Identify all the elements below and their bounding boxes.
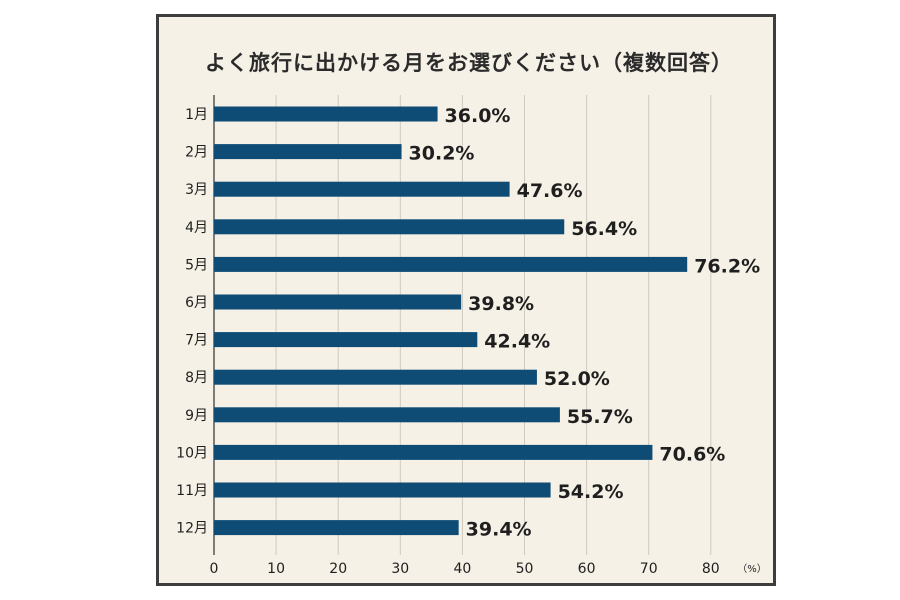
value-label: 76.2% [694, 255, 760, 277]
bar [214, 181, 510, 197]
bar [214, 106, 438, 122]
category-label: 11月 [176, 483, 208, 499]
value-label: 30.2% [409, 143, 475, 165]
value-label: 55.7% [567, 406, 633, 428]
x-tick-label: 0 [210, 561, 219, 577]
category-label: 12月 [176, 521, 208, 537]
bar [214, 444, 653, 460]
bar [214, 144, 402, 160]
chart-title: よく旅行に出かける月をお選びください（複数回答） [205, 51, 733, 75]
value-label: 36.0% [445, 105, 511, 127]
category-label: 10月 [176, 445, 208, 461]
x-tick-label: 80 [702, 561, 720, 577]
bar [214, 482, 551, 498]
x-unit-label: （%） [737, 563, 767, 575]
x-tick-label: 50 [516, 561, 534, 577]
value-label: 70.6% [659, 443, 725, 465]
category-label: 8月 [185, 370, 208, 386]
value-label: 56.4% [571, 218, 637, 240]
value-label: 52.0% [544, 368, 610, 390]
value-label: 47.6% [517, 180, 583, 202]
category-label: 4月 [185, 220, 208, 236]
value-label: 39.8% [468, 293, 534, 315]
x-tick-label: 30 [391, 561, 409, 577]
category-label: 3月 [185, 182, 208, 198]
bar [214, 520, 459, 536]
chart-panel: よく旅行に出かける月をお選びください（複数回答） 1月 36.0% 2月 30.2% 3… [156, 14, 776, 586]
bar [214, 407, 560, 423]
x-tick-label: 10 [267, 561, 285, 577]
x-tick-label: 20 [329, 561, 347, 577]
bar [214, 294, 462, 310]
category-label: 1月 [185, 107, 208, 123]
bar [214, 219, 565, 235]
x-tick-label: 40 [453, 561, 471, 577]
bar-chart: 1月 36.0% 2月 30.2% 3月 47.6% 4月 56.4% 5月 76.2% 6月 39.… [176, 95, 767, 577]
x-tick-label: 60 [578, 561, 596, 577]
value-label: 54.2% [558, 481, 624, 503]
value-label: 42.4% [484, 331, 550, 353]
category-label: 7月 [185, 333, 208, 349]
category-label: 5月 [185, 257, 208, 273]
bar [214, 256, 688, 272]
x-tick-label: 70 [640, 561, 658, 577]
value-label: 39.4% [466, 519, 532, 541]
bar [214, 369, 537, 385]
category-label: 2月 [185, 145, 208, 161]
category-label: 6月 [185, 295, 208, 311]
bar [214, 332, 478, 348]
category-label: 9月 [185, 408, 208, 424]
